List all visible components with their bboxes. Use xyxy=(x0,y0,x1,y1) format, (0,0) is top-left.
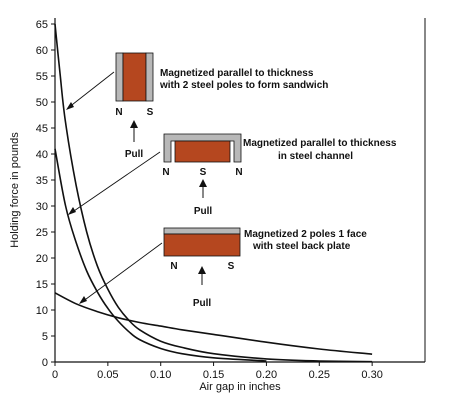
magnet-body xyxy=(174,140,231,163)
pole-label: N xyxy=(115,107,122,118)
magnet-body xyxy=(163,233,241,257)
y-tick-label: 5 xyxy=(42,331,48,343)
x-tick-label: 0.30 xyxy=(361,369,382,381)
annotation-text: Magnetized parallel to thickness xyxy=(243,138,397,149)
y-tick-label: 20 xyxy=(36,253,48,265)
steel-pole-right xyxy=(145,52,154,102)
pull-label: Pull xyxy=(193,298,212,309)
y-tick-label: 35 xyxy=(36,175,48,187)
annotation-sandwich: N S Pull Magnetized parallel to thicknes… xyxy=(66,52,328,160)
pole-label: S xyxy=(228,261,235,272)
x-tick-label: 0.25 xyxy=(309,369,330,381)
annotation-text: Magnetized 2 poles 1 face xyxy=(244,229,367,240)
pole-label: N xyxy=(170,261,177,272)
series-line xyxy=(54,292,373,355)
y-tick-label: 45 xyxy=(36,123,48,135)
x-tick-label: 0.20 xyxy=(256,369,277,381)
pull-label: Pull xyxy=(125,149,144,160)
pole-label: S xyxy=(200,167,207,178)
leader-line xyxy=(67,71,115,109)
annotation-text: Magnetized parallel to thickness xyxy=(160,68,314,79)
pole-label: N xyxy=(162,167,169,178)
curves xyxy=(54,23,373,363)
annotation-text: with 2 steel poles to form sandwich xyxy=(159,80,328,91)
y-tick-label: 50 xyxy=(36,97,48,109)
pole-label: S xyxy=(147,107,154,118)
series-line xyxy=(54,148,267,362)
pull-label: Pull xyxy=(194,206,213,217)
pole-label: N xyxy=(235,167,242,178)
annotation-back-plate: N S Pull Magnetized 2 poles 1 face with … xyxy=(79,227,367,309)
pull-arrowhead xyxy=(130,120,138,128)
leader-line xyxy=(81,242,163,303)
x-axis-label: Air gap in inches xyxy=(199,381,281,393)
y-ticks: 0 5 10 15 20 25 30 35 40 45 50 55 60 65 xyxy=(36,19,55,369)
y-tick-label: 25 xyxy=(36,227,48,239)
pull-arrowhead xyxy=(199,179,207,187)
x-tick-label: 0.15 xyxy=(203,369,224,381)
magnet-body xyxy=(122,52,147,102)
leader-arrowhead xyxy=(68,207,76,215)
steel-back-plate xyxy=(163,227,241,235)
leader-arrowhead xyxy=(79,296,87,304)
y-tick-label: 0 xyxy=(42,357,48,369)
y-tick-label: 55 xyxy=(36,71,48,83)
y-tick-label: 60 xyxy=(36,45,48,57)
x-tick-label: 0.05 xyxy=(97,369,118,381)
steel-pole-left xyxy=(115,52,124,102)
leader-arrowhead xyxy=(66,102,74,110)
x-ticks: 0 0.05 0.10 0.15 0.20 0.25 0.30 xyxy=(52,362,383,381)
y-tick-label: 10 xyxy=(36,305,48,317)
pull-arrowhead xyxy=(198,266,206,274)
y-tick-label: 15 xyxy=(36,279,48,291)
leader-line xyxy=(70,151,161,214)
annotation-text: with steel back plate xyxy=(252,241,351,252)
x-tick-label: 0 xyxy=(52,369,58,381)
x-tick-label: 0.10 xyxy=(150,369,171,381)
series-line xyxy=(54,23,373,363)
annotation-text: in steel channel xyxy=(278,151,353,162)
annotation-channel: N S N Pull Magnetized parallel to thickn… xyxy=(68,133,397,217)
y-tick-label: 30 xyxy=(36,201,48,213)
y-tick-label: 40 xyxy=(36,149,48,161)
y-axis-label: Holding force in pounds xyxy=(9,132,21,248)
y-tick-label: 65 xyxy=(36,19,48,31)
